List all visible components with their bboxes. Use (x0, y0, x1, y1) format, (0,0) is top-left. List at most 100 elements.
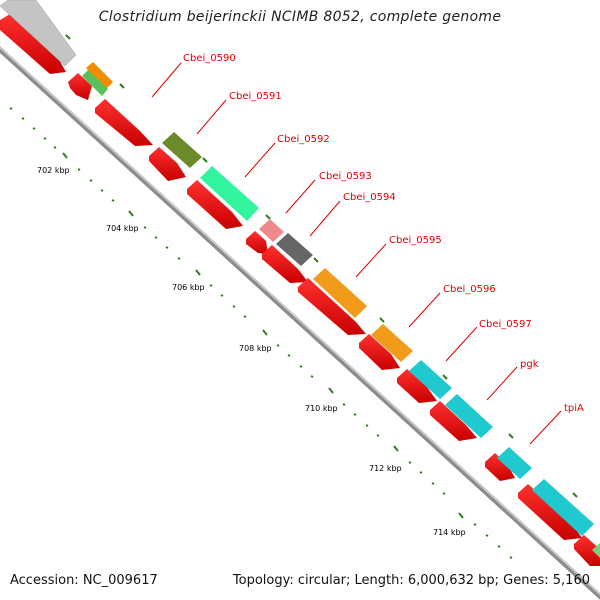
leader-cbei-0591 (196, 99, 227, 135)
tick-dot (376, 434, 380, 437)
tick-label-710: 710 kbp (305, 404, 338, 413)
outer-tick (202, 157, 208, 163)
tick-label-708: 708 kbp (239, 344, 272, 353)
red-gene-track (0, 14, 600, 566)
genome-backbone (0, 46, 600, 600)
leader-cbei-0596 (408, 292, 441, 328)
label-cbei-0597: Cbei_0597 (479, 319, 532, 330)
tick-major (458, 512, 464, 519)
orange-feature (86, 62, 113, 89)
leader-cbei-0593 (285, 179, 316, 214)
outer-tick (442, 374, 448, 380)
tick-dot (431, 482, 435, 485)
label-pgk: pgk (520, 359, 539, 370)
tick-dot (299, 365, 303, 368)
tick-dot (365, 424, 369, 427)
label-cbei-0594: Cbei_0594 (343, 192, 396, 203)
tick-dot (43, 137, 47, 140)
genome-summary-text: Topology: circular; Length: 6,000,632 bp… (232, 573, 590, 588)
tick-dot (485, 534, 489, 537)
green-feature (82, 70, 108, 96)
leader-tpia (529, 410, 562, 445)
tick-dot (408, 461, 412, 464)
leader-cbei-0597 (445, 326, 478, 362)
tick-dot (243, 315, 247, 318)
outer-tick (119, 83, 125, 89)
outer-tick (313, 257, 319, 263)
cyan-feature-tpia (497, 447, 532, 479)
tick-dot (276, 344, 280, 347)
outer-tick (65, 34, 71, 40)
tick-dot (353, 413, 357, 416)
gene-arrow (359, 334, 400, 370)
label-cbei-0590: Cbei_0590 (183, 53, 236, 64)
leader-cbei-0592 (244, 142, 276, 178)
olive-feature-cbei-0591 (162, 132, 202, 168)
outer-tick (572, 492, 578, 498)
tick-major (393, 445, 399, 452)
gene-arrow (397, 369, 437, 403)
outer-tick (379, 317, 385, 323)
map-title: Clostridium beijerinckii NCIMB 8052, com… (98, 9, 502, 25)
tick-dot (143, 226, 147, 229)
gene-arrow (485, 453, 515, 481)
tick-label-702: 702 kbp (37, 166, 70, 175)
tick-major (62, 152, 68, 159)
label-cbei-0592: Cbei_0592 (277, 134, 330, 145)
tick-dot (100, 189, 104, 192)
tick-dot (342, 403, 346, 406)
cyan-feature (532, 479, 594, 536)
gene-arrow (518, 484, 582, 540)
gene-arrow (246, 231, 268, 254)
orange-feature-cbei-0595 (313, 268, 367, 318)
tick-label-706: 706 kbp (172, 283, 205, 292)
tick-dot (165, 246, 169, 249)
tick-major (195, 269, 201, 276)
tick-dot (509, 556, 513, 559)
tick-dot (32, 127, 36, 130)
tick-major (262, 329, 268, 336)
tick-dot (9, 107, 13, 110)
leader-cbei-0595 (355, 243, 387, 278)
outer-tick (508, 433, 514, 439)
green-edge-feature (592, 543, 600, 558)
tick-dot (473, 523, 477, 526)
label-cbei-0596: Cbei_0596 (443, 284, 496, 295)
gene-arrow (68, 73, 92, 100)
tick-dot (497, 545, 501, 548)
tick-dot (442, 492, 446, 495)
label-tpia: tpiA (564, 403, 584, 414)
tick-dot (220, 294, 224, 297)
leader-cbei-0590 (151, 62, 182, 98)
gene-arrow (430, 401, 477, 441)
gene-arrow (95, 99, 153, 146)
kbp-ticks: 702 kbp 704 kbp 706 kbp 708 kbp 710 kbp … (9, 34, 578, 559)
dark-feature-cbei-0594 (276, 233, 313, 266)
cyan-feature-pgk (445, 394, 493, 438)
tick-major (128, 210, 134, 217)
leader-cbei-0594 (309, 200, 341, 237)
gene-arrow (149, 147, 186, 181)
tick-dot (77, 168, 81, 171)
gray-feature (0, 0, 77, 67)
accession-text: Accession: NC_009617 (10, 573, 158, 588)
tick-dot (53, 146, 57, 149)
tick-dot (177, 257, 181, 260)
tick-dot (209, 284, 213, 287)
tick-dot (232, 305, 236, 308)
gene-arrow (187, 180, 243, 229)
tick-dot (419, 471, 423, 474)
tick-label-714: 714 kbp (433, 528, 466, 537)
leader-pgk (486, 366, 518, 401)
orange-feature-cbei-0596 (371, 324, 413, 362)
gene-arrow (262, 245, 308, 283)
tick-label-712: 712 kbp (369, 464, 402, 473)
gene-arrow (574, 535, 600, 566)
cyan-feature-cbei-0597 (409, 360, 452, 399)
label-cbei-0591: Cbei_0591 (229, 91, 282, 102)
tick-dot (89, 179, 93, 182)
tick-major (328, 387, 334, 394)
mint-feature-cbei-0592 (200, 166, 259, 221)
tick-dot (111, 199, 115, 202)
